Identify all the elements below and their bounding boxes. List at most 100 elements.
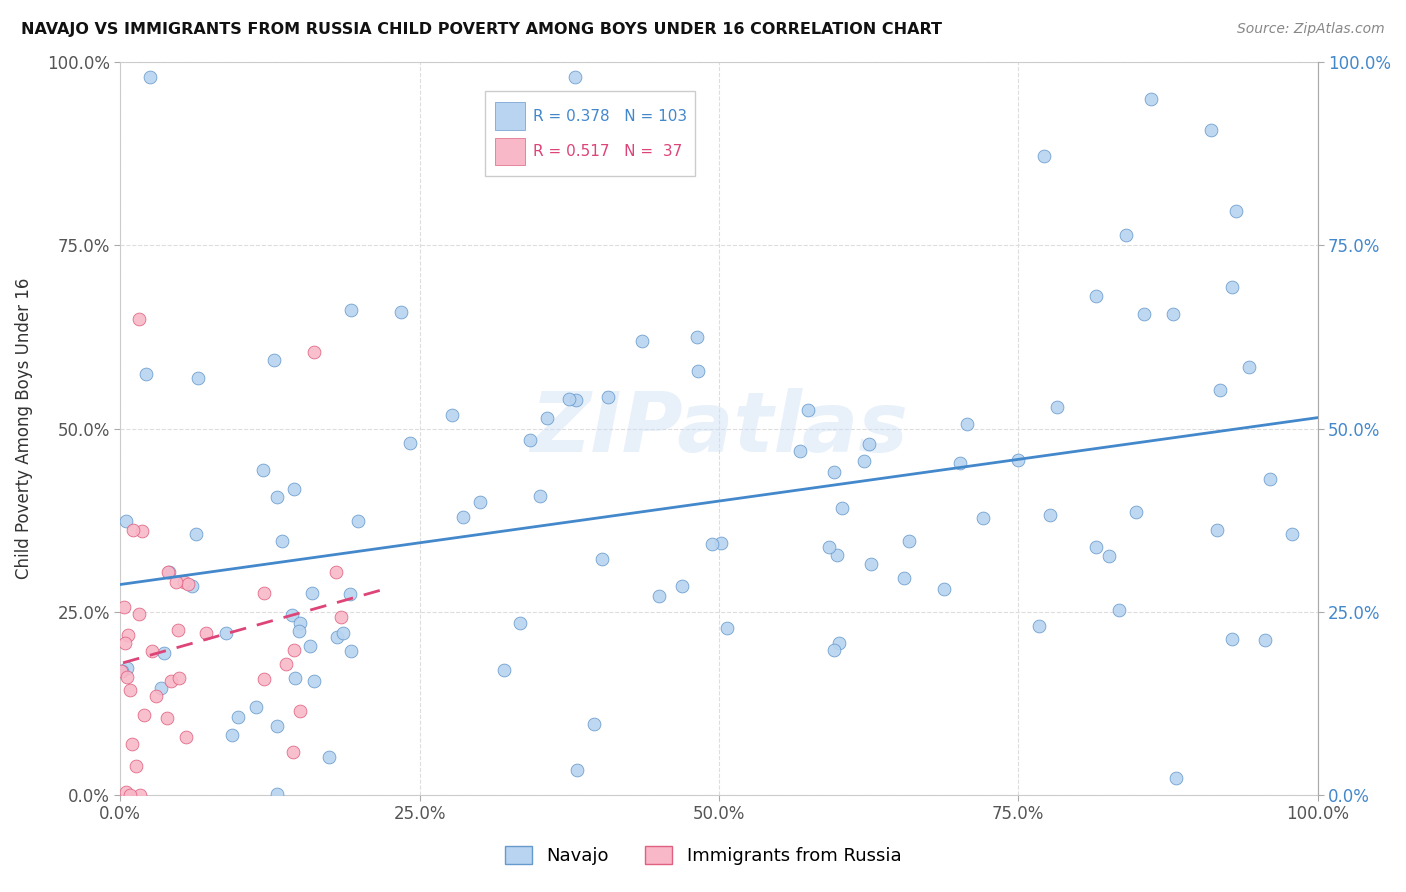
Point [591,551,613,566]
Point [252,463,274,477]
Point [827,548,849,562]
Point [1220,279,1243,293]
Point [156,565,179,579]
Point [153,646,176,660]
Text: NAVAJO VS IMMIGRANTS FROM RUSSIA CHILD POVERTY AMONG BOYS UNDER 16 CORRELATION C: NAVAJO VS IMMIGRANTS FROM RUSSIA CHILD P… [21,22,942,37]
Point [121,737,143,751]
Point [288,615,311,630]
Point [180,579,202,593]
Point [329,610,352,624]
Point [301,586,323,600]
Point [122,523,145,537]
Point [823,643,845,657]
Point [174,730,197,744]
Point [110,664,132,678]
Point [1166,771,1188,785]
Point [949,457,972,471]
Text: R = 0.517   N =  37: R = 0.517 N = 37 [533,144,683,159]
Point [226,710,249,724]
Point [583,717,606,731]
Point [1222,632,1244,647]
Point [111,664,134,678]
Point [120,682,142,697]
Point [1028,619,1050,633]
Point [176,577,198,591]
Point [492,663,515,677]
Point [325,630,347,644]
Point [509,615,531,630]
Point [716,621,738,635]
Point [114,785,136,799]
Point [288,704,311,718]
Point [685,329,707,343]
Point [789,444,811,458]
Point [184,526,207,541]
Point [1125,505,1147,519]
Point [283,482,305,496]
Legend: Navajo, Immigrants from Russia: Navajo, Immigrants from Russia [496,837,910,874]
Point [1108,602,1130,616]
Point [710,535,733,549]
Point [470,495,492,509]
Point [165,575,187,590]
Point [817,541,839,555]
Point [288,624,311,638]
Point [266,719,288,733]
Point [558,392,581,406]
Point [1140,92,1163,106]
Point [266,787,288,801]
Point [1007,452,1029,467]
Point [139,70,162,84]
Point [253,585,276,599]
Point [398,436,420,450]
Point [167,623,190,637]
Y-axis label: Child Poverty Among Boys Under 16: Child Poverty Among Boys Under 16 [15,278,32,579]
Point [440,408,463,422]
Point [302,674,325,689]
Point [1254,633,1277,648]
Point [339,587,361,601]
Point [898,534,921,549]
Text: Source: ZipAtlas.com: Source: ZipAtlas.com [1237,22,1385,37]
Point [1258,472,1281,486]
Point [565,393,588,408]
Point [1115,228,1137,243]
Point [529,489,551,503]
Point [150,681,173,695]
Point [325,566,347,580]
FancyBboxPatch shape [485,92,695,176]
Text: R = 0.378   N = 103: R = 0.378 N = 103 [533,109,688,124]
Point [318,750,340,764]
FancyBboxPatch shape [495,103,524,130]
Point [129,788,152,802]
Point [1161,307,1184,321]
Point [823,465,845,479]
Point [1032,149,1054,163]
Point [245,699,267,714]
FancyBboxPatch shape [495,137,524,166]
Point [128,311,150,326]
Point [145,689,167,703]
Point [1132,307,1154,321]
Point [120,788,142,802]
Point [214,625,236,640]
Point [700,537,723,551]
Point [167,671,190,685]
Point [1225,204,1247,219]
Point [298,639,321,653]
Point [859,558,882,572]
Point [125,759,148,773]
Point [112,600,135,615]
Point [332,626,354,640]
Point [671,579,693,593]
Point [131,524,153,539]
Point [932,582,955,596]
Point [114,636,136,650]
Point [156,711,179,725]
Point [1237,360,1260,375]
Point [302,345,325,359]
Point [389,305,412,319]
Point [565,763,588,777]
Point [115,670,138,684]
Point [852,454,875,468]
